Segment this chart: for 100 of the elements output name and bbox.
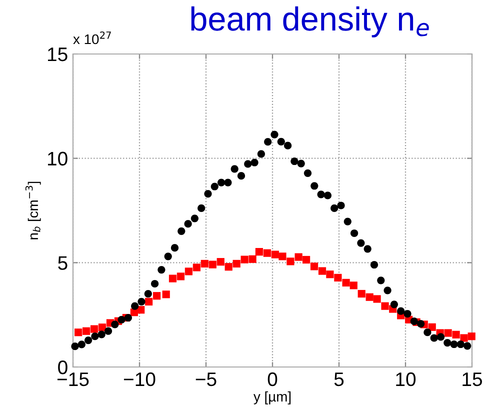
point [381, 302, 389, 310]
point [255, 248, 264, 256]
point [334, 274, 342, 282]
point [178, 227, 186, 235]
point [286, 258, 294, 266]
point [397, 307, 405, 315]
point [204, 190, 212, 198]
point [444, 329, 452, 337]
point [144, 290, 152, 298]
y-tick-label: 15 [48, 48, 68, 62]
point [217, 178, 226, 186]
y-tick-label: 5 [58, 256, 68, 270]
point [170, 244, 179, 252]
chart-title: beam density n$_{e}$ [191, 6, 429, 38]
x-tick-label: 10 [396, 372, 416, 386]
point [224, 178, 232, 186]
point [284, 142, 292, 150]
point [278, 252, 286, 260]
point [111, 320, 119, 328]
point [250, 158, 258, 166]
point [366, 293, 374, 301]
point [200, 260, 208, 268]
point [230, 165, 238, 173]
point [277, 138, 285, 146]
point [264, 138, 272, 146]
y-tick-label: 0 [58, 360, 68, 374]
point [104, 327, 112, 335]
point [456, 340, 464, 348]
point [318, 267, 326, 275]
point [71, 342, 79, 350]
point [290, 157, 298, 166]
x-tick-label: 0 [268, 372, 278, 386]
point [82, 327, 90, 335]
point [270, 130, 278, 138]
point [436, 333, 445, 341]
x-tick-label: −5 [196, 372, 216, 386]
point [342, 278, 350, 286]
point [158, 266, 166, 274]
point [198, 204, 206, 212]
point [137, 306, 145, 314]
point [74, 328, 82, 336]
point [150, 280, 159, 288]
point [350, 282, 358, 290]
point [78, 340, 86, 348]
point [464, 342, 472, 350]
x-tick-label: −10 [124, 372, 156, 386]
point [450, 340, 458, 348]
point [208, 260, 216, 268]
point [310, 182, 318, 190]
point [317, 190, 325, 198]
point [304, 169, 312, 177]
point [357, 239, 365, 247]
point [452, 330, 460, 338]
point [337, 202, 345, 210]
point [410, 318, 418, 326]
point [176, 272, 185, 280]
point [364, 245, 372, 253]
point [377, 276, 385, 284]
point [430, 334, 438, 342]
x-tick-label: −15 [57, 372, 89, 386]
point [90, 325, 98, 333]
point [344, 218, 352, 226]
point [373, 295, 381, 303]
point [350, 229, 358, 238]
y-tick-label: 10 [48, 152, 68, 166]
point [370, 260, 378, 269]
point [428, 323, 436, 331]
point [302, 256, 310, 264]
point [162, 290, 170, 298]
x-tick-label: 15 [462, 372, 482, 386]
point [98, 330, 106, 338]
point [404, 310, 412, 318]
point [297, 160, 305, 168]
point [330, 204, 338, 212]
point [324, 192, 332, 200]
text: x 10$^{27}$ [73, 31, 111, 44]
point [192, 264, 200, 272]
x-axis-title: y [µm] [253, 391, 291, 404]
point [424, 328, 432, 336]
point [152, 292, 161, 300]
point [326, 270, 334, 278]
point [271, 250, 279, 258]
x-tick-label: 5 [334, 372, 344, 386]
point [145, 298, 153, 306]
point [263, 249, 271, 257]
y-axis-title: n$_{b}$ [cm$^{−3}$] [25, 182, 41, 240]
point [98, 324, 106, 332]
point [237, 172, 246, 180]
point [91, 332, 99, 340]
point [131, 302, 139, 310]
point [416, 320, 425, 328]
point [138, 298, 146, 306]
point [232, 260, 240, 268]
point [244, 160, 252, 168]
point [460, 334, 468, 342]
point [184, 268, 193, 276]
point [118, 316, 126, 324]
point [190, 214, 198, 222]
point [294, 253, 302, 261]
point [468, 332, 476, 340]
